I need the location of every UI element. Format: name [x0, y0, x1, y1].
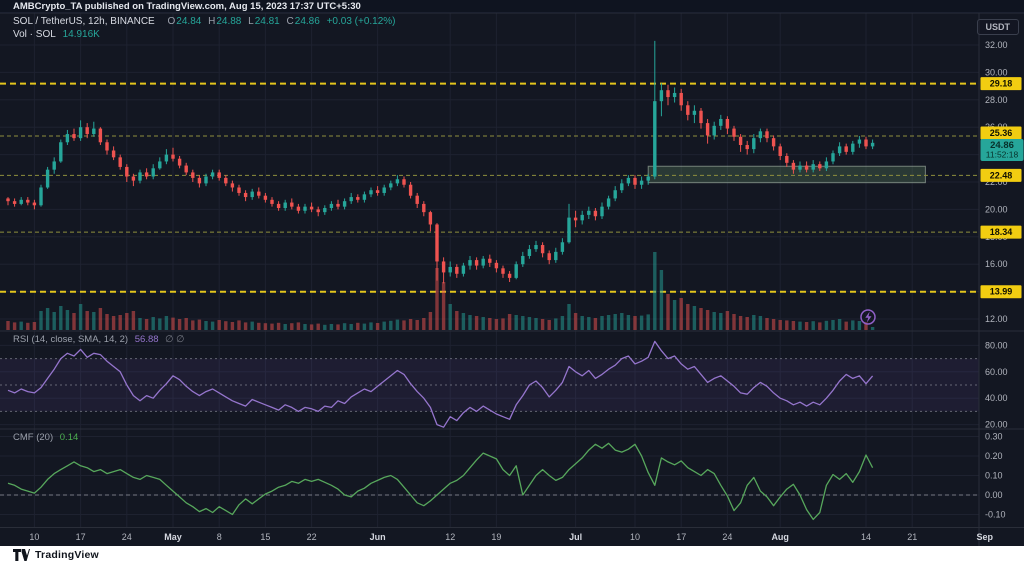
svg-text:14: 14 — [861, 532, 871, 542]
svg-text:24: 24 — [122, 532, 132, 542]
cmf-legend[interactable]: CMF (20) 0.14 — [13, 432, 82, 443]
level-badge — [980, 285, 1022, 299]
volume-label: Vol · SOL — [13, 29, 56, 40]
svg-text:-0.10: -0.10 — [985, 510, 1006, 520]
rsi-title: RSI (14, close, SMA, 14, 2) — [13, 334, 129, 345]
svg-text:12.00: 12.00 — [985, 314, 1008, 324]
time-axis-labels[interactable]: 10 17 24 May 8 15 22 Jun 12 19 Jul 10 17 24 Aug 14 21 Sep — [29, 532, 993, 542]
svg-text:40.00: 40.00 — [985, 393, 1008, 403]
svg-text:24.86: 24.86 — [990, 140, 1014, 151]
svg-text:22.48: 22.48 — [990, 170, 1013, 180]
candles — [6, 40, 875, 284]
svg-text:15: 15 — [260, 532, 270, 542]
rsi-value: 56.88 — [134, 334, 159, 345]
svg-text:Jun: Jun — [370, 532, 386, 542]
level-badge — [980, 126, 1022, 140]
svg-text:12: 12 — [445, 532, 455, 542]
svg-text:16.00: 16.00 — [985, 259, 1008, 269]
change-value: +0.03 (+0.12%) — [326, 16, 396, 27]
rsi-hidden-values: ∅ ∅ — [165, 334, 185, 345]
level-badge — [980, 225, 1022, 239]
cmf-value: 0.14 — [59, 432, 79, 443]
volume-bars — [6, 252, 875, 330]
footer-bar: TradingView — [0, 546, 1024, 563]
svg-text:0.00: 0.00 — [985, 490, 1003, 500]
svg-text:10: 10 — [630, 532, 640, 542]
symbol-legend[interactable]: SOL / TetherUS, 12h, BINANCE O24.84 H24.… — [13, 16, 400, 27]
cmf-title: CMF (20) — [13, 432, 54, 443]
tradingview-logo-icon[interactable] — [13, 548, 30, 561]
svg-text:13.99: 13.99 — [990, 287, 1013, 297]
tradingview-wordmark[interactable]: TradingView — [35, 548, 99, 561]
svg-text:32.00: 32.00 — [985, 40, 1008, 50]
high-value: 24.88 — [216, 16, 242, 27]
level-badge — [980, 77, 1022, 91]
support-zone[interactable] — [647, 165, 926, 184]
svg-text:80.00: 80.00 — [985, 340, 1008, 350]
currency-toggle-button[interactable]: USDT — [976, 19, 1019, 35]
svg-text:21: 21 — [907, 532, 917, 542]
price-level-lines — [0, 82, 979, 293]
level-badge — [980, 168, 1022, 182]
svg-text:18.34: 18.34 — [990, 227, 1013, 237]
svg-text:28.00: 28.00 — [985, 95, 1008, 105]
volume-value: 14.916K — [62, 29, 100, 40]
svg-text:11:52:18: 11:52:18 — [986, 150, 1019, 160]
svg-text:8: 8 — [217, 532, 222, 542]
svg-text:25.36: 25.36 — [990, 128, 1013, 138]
svg-text:29.18: 29.18 — [990, 79, 1013, 89]
low-value: 24.81 — [254, 16, 280, 27]
rsi-legend[interactable]: RSI (14, close, SMA, 14, 2) 56.88 ∅ ∅ — [13, 334, 188, 345]
svg-text:60.00: 60.00 — [985, 367, 1008, 377]
rsi-line — [7, 340, 874, 428]
svg-text:20.00: 20.00 — [985, 204, 1008, 214]
flash-icon[interactable] — [860, 309, 876, 325]
svg-text:Jul: Jul — [569, 532, 582, 542]
svg-text:May: May — [164, 532, 182, 542]
low-label: L — [248, 16, 254, 27]
svg-text:19: 19 — [491, 532, 501, 542]
chart-background — [0, 0, 1024, 546]
attribution-bar: AMBCrypto_TA published on TradingView.co… — [0, 0, 1024, 13]
price-level-badges: 29.18 25.36 22.48 18.34 13.99 — [980, 77, 1022, 299]
close-value: 24.86 — [294, 16, 320, 27]
svg-text:22: 22 — [307, 532, 317, 542]
cmf-line — [7, 442, 874, 521]
high-label: H — [208, 16, 216, 27]
svg-text:Sep: Sep — [977, 532, 994, 542]
symbol-title[interactable]: SOL / TetherUS, 12h, BINANCE — [13, 16, 155, 27]
svg-text:17: 17 — [676, 532, 686, 542]
svg-text:17: 17 — [76, 532, 86, 542]
chart-canvas[interactable]: 32.0030.0028.0026.0024.0022.0020.0018.00… — [0, 0, 1024, 546]
svg-text:24: 24 — [722, 532, 732, 542]
svg-text:22.00: 22.00 — [985, 177, 1008, 187]
svg-text:Aug: Aug — [771, 532, 789, 542]
open-label: O — [167, 16, 176, 27]
svg-text:30.00: 30.00 — [985, 67, 1008, 77]
volume-legend[interactable]: Vol · SOL 14.916K — [13, 29, 104, 40]
svg-text:0.30: 0.30 — [985, 432, 1003, 442]
svg-text:0.10: 0.10 — [985, 471, 1003, 481]
attribution-text: AMBCrypto_TA published on TradingView.co… — [13, 1, 361, 12]
close-label: C — [286, 16, 294, 27]
svg-text:20.00: 20.00 — [985, 420, 1008, 430]
svg-text:10: 10 — [29, 532, 39, 542]
open-value: 24.84 — [176, 16, 202, 27]
svg-text:0.20: 0.20 — [985, 451, 1003, 461]
